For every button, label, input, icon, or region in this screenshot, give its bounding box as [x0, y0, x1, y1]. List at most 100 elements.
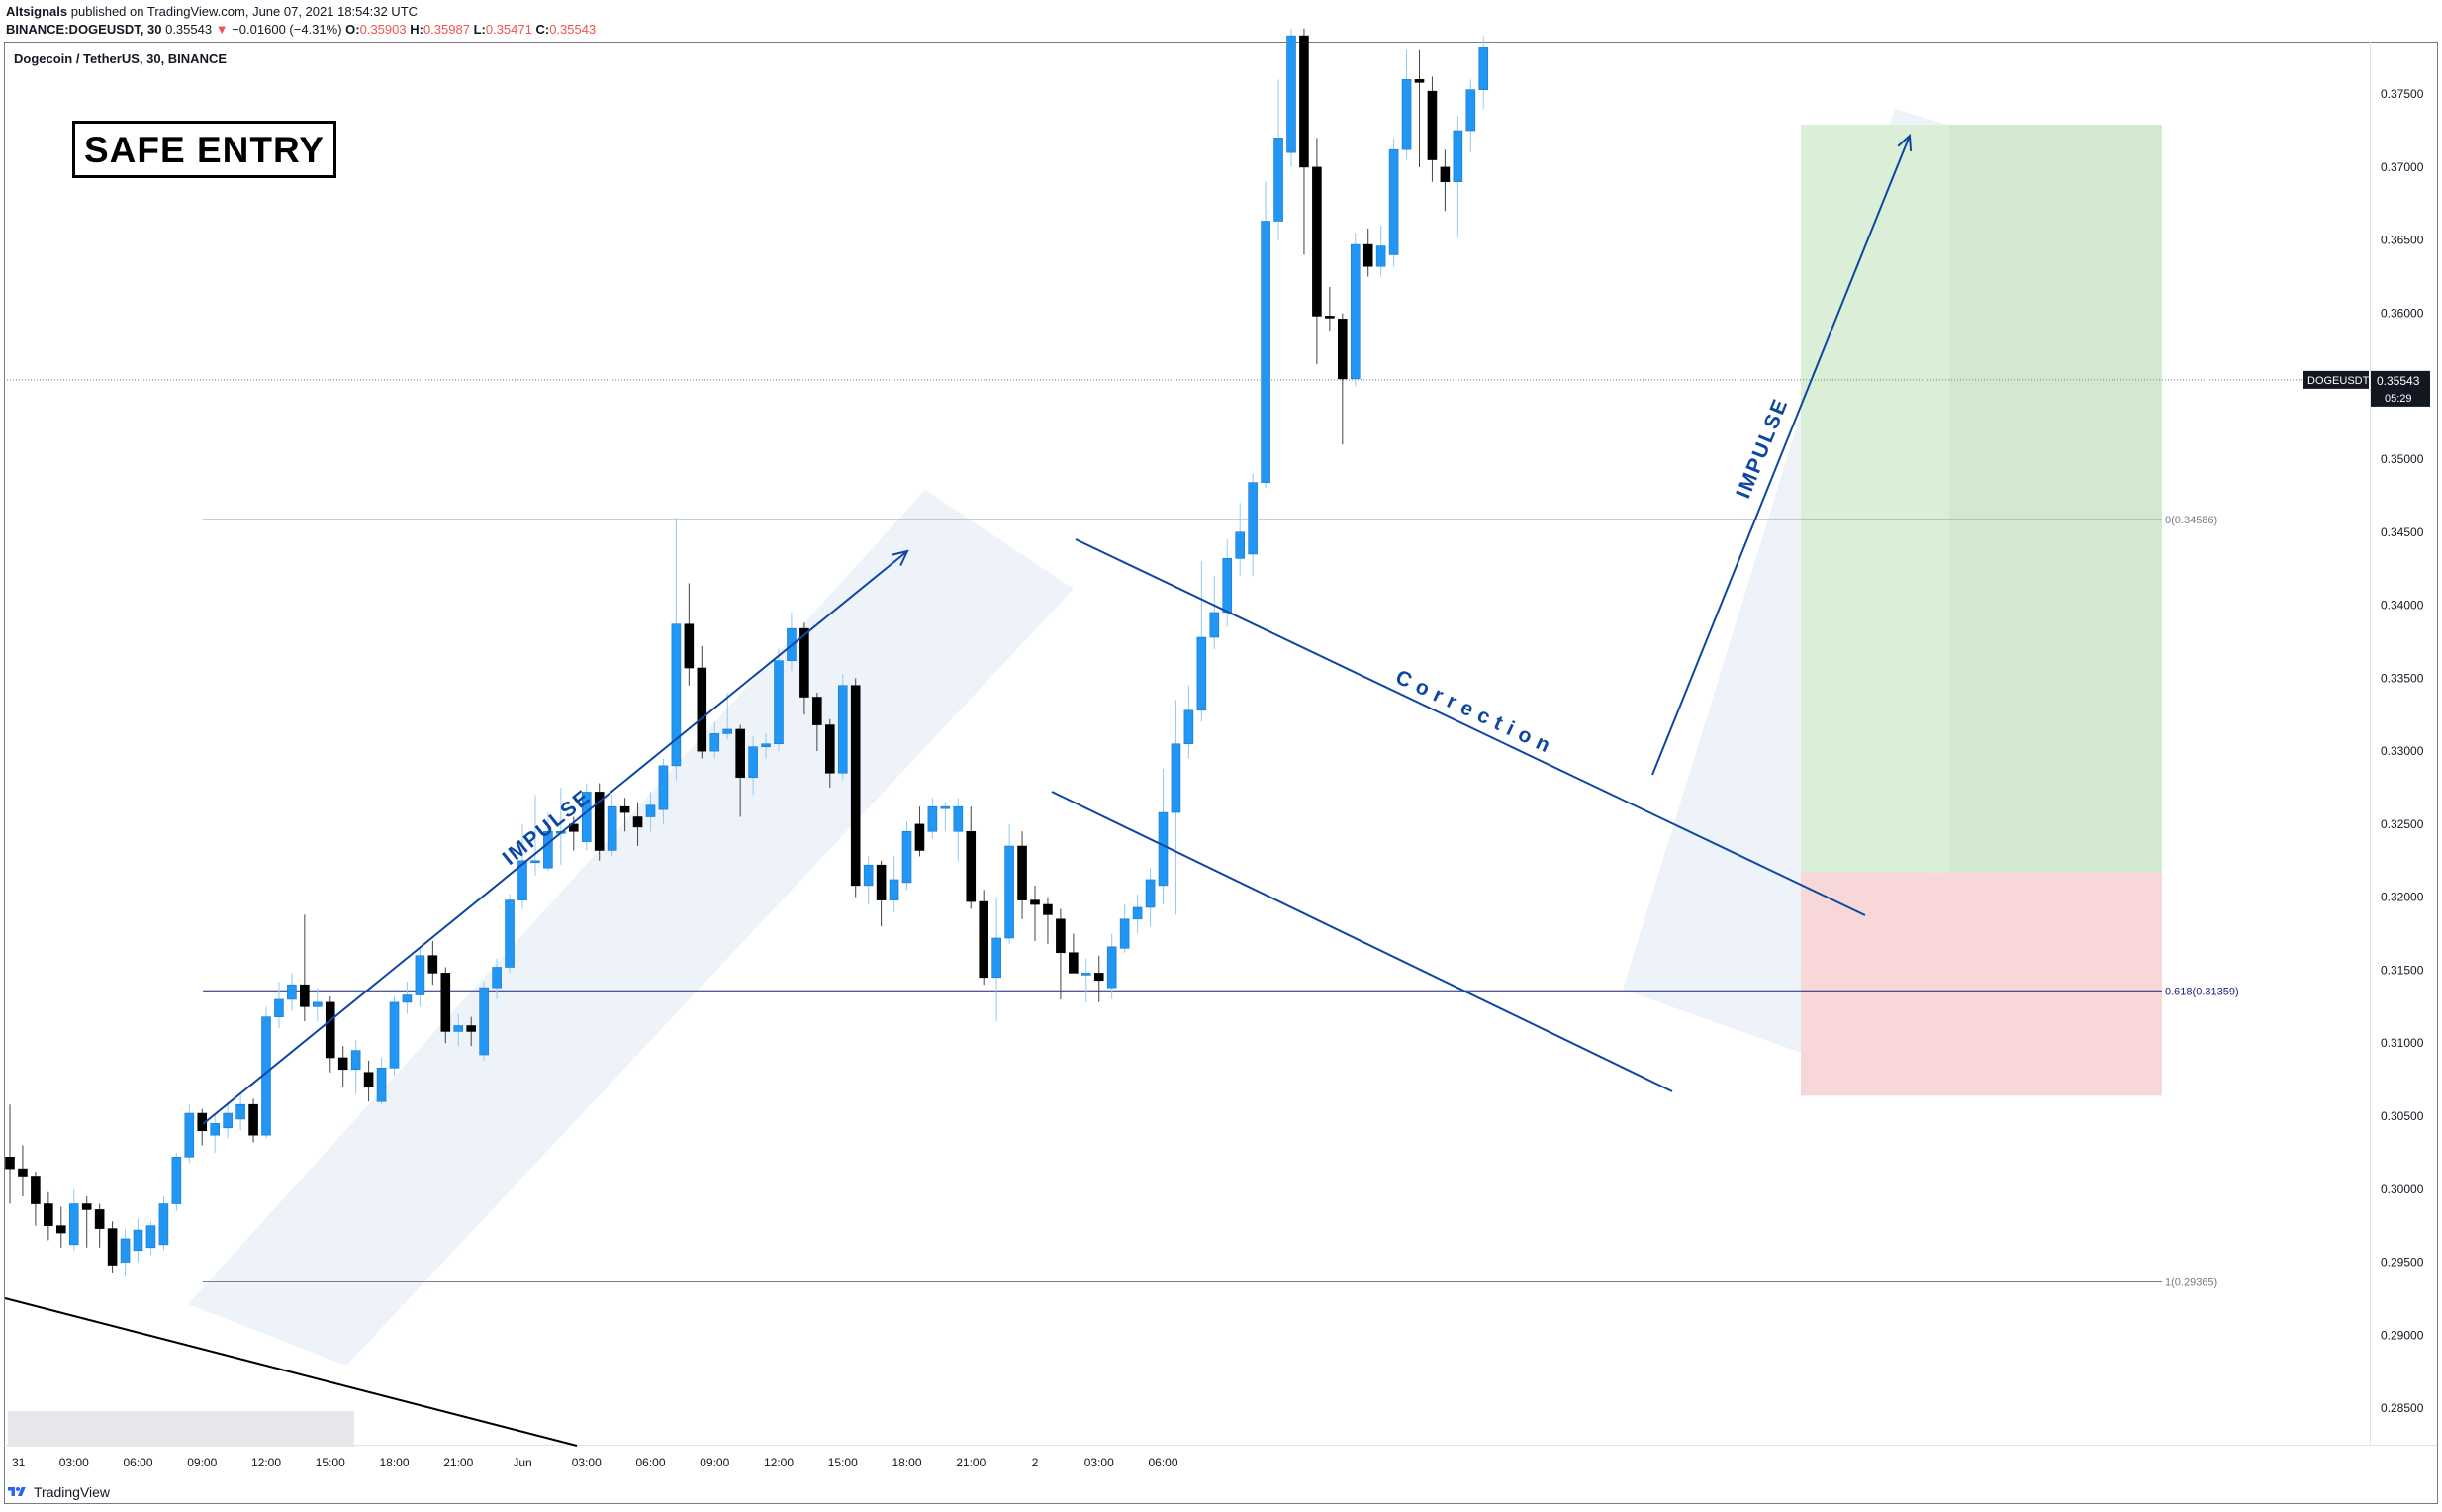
price-tick-label: 0.29500 — [2381, 1256, 2424, 1270]
candle — [1210, 613, 1219, 637]
candle — [6, 1157, 15, 1169]
price-tick-label: 0.30500 — [2381, 1109, 2424, 1123]
time-tick-label: 18:00 — [379, 1456, 409, 1469]
candle — [1018, 846, 1027, 900]
price-tick-label: 0.35000 — [2381, 452, 2424, 466]
candle — [1120, 919, 1129, 949]
time-tick-label: 18:00 — [892, 1456, 921, 1469]
tradingview-logo-icon — [6, 1485, 28, 1499]
candle — [82, 1204, 91, 1210]
footer-brand: TradingView — [34, 1484, 110, 1500]
candle — [364, 1073, 373, 1087]
candle — [890, 880, 898, 900]
time-tick-label: 03:00 — [572, 1456, 602, 1469]
correction-label: Correction — [1392, 666, 1559, 760]
price-tag-countdown: 05:29 — [2385, 393, 2412, 405]
impulse-channel-1 — [188, 490, 1074, 1366]
time-tick-label: 2 — [1032, 1456, 1039, 1469]
time-tick-label: 12:00 — [764, 1456, 794, 1469]
candle — [877, 865, 886, 899]
time-tick-label: 21:00 — [443, 1456, 473, 1469]
price-tick-label: 0.33000 — [2381, 744, 2424, 758]
candle — [1287, 36, 1296, 152]
candle — [928, 806, 937, 831]
price-tick-label: 0.32000 — [2381, 891, 2424, 904]
candle — [736, 729, 745, 778]
candle — [1441, 167, 1450, 182]
candle — [506, 900, 515, 968]
candle — [1081, 973, 1090, 975]
candle — [672, 624, 681, 766]
candle — [992, 938, 1001, 978]
candle — [1415, 79, 1424, 82]
price-tick-label: 0.37500 — [2381, 87, 2424, 101]
candle — [1159, 812, 1168, 886]
candle — [812, 698, 821, 725]
candle — [530, 861, 539, 863]
candle — [441, 973, 450, 1031]
candle — [236, 1104, 245, 1119]
candle — [967, 831, 976, 901]
price-tick-label: 0.33500 — [2381, 671, 2424, 685]
price-tick-label: 0.28500 — [2381, 1401, 2424, 1415]
candle — [300, 985, 309, 1006]
price-chart[interactable]: 0(0.34586)0.618(0.31359)1(0.29365) IMPUL… — [0, 0, 2442, 1512]
candle — [287, 985, 296, 999]
candle — [403, 995, 412, 1002]
candle — [825, 725, 834, 774]
price-tick-label: 0.31500 — [2381, 963, 2424, 977]
candle — [633, 817, 642, 827]
candle — [1094, 973, 1103, 980]
candle — [493, 967, 502, 988]
candle — [69, 1204, 78, 1245]
time-tick-label: 15:00 — [316, 1456, 345, 1469]
price-tick-label: 0.34000 — [2381, 599, 2424, 613]
candle — [1466, 90, 1475, 131]
price-tag-value: 0.35543 — [2377, 374, 2420, 388]
candle — [454, 1026, 463, 1032]
candle — [18, 1169, 27, 1176]
candle — [351, 1051, 360, 1070]
price-tick-label: 0.30000 — [2381, 1182, 2424, 1196]
fib-level-label: 1(0.29365) — [2165, 1276, 2217, 1288]
candle — [620, 806, 629, 812]
candle — [1363, 244, 1372, 266]
price-tick-label: 0.36500 — [2381, 234, 2424, 247]
candle — [1402, 79, 1411, 149]
candle — [1031, 900, 1040, 904]
candle — [338, 1058, 347, 1070]
time-tick-label: 06:00 — [1148, 1456, 1177, 1469]
candle — [121, 1239, 130, 1263]
price-tick-label: 0.32500 — [2381, 817, 2424, 831]
candle — [1376, 246, 1385, 267]
candle — [1479, 47, 1488, 90]
candle — [698, 668, 706, 751]
time-tick-label: 09:00 — [700, 1456, 729, 1469]
candle — [467, 1026, 476, 1032]
candle — [1069, 953, 1078, 974]
price-tick-label: 0.37000 — [2381, 160, 2424, 174]
candle — [608, 806, 616, 850]
take-profit-zone-inner — [1949, 125, 2162, 872]
candle — [1454, 131, 1462, 182]
candle — [108, 1229, 117, 1266]
time-tick-label: 06:00 — [635, 1456, 665, 1469]
candle — [159, 1204, 168, 1245]
candle — [313, 1002, 322, 1006]
candle — [249, 1104, 258, 1135]
price-range-shade — [8, 1411, 354, 1447]
candle — [799, 628, 808, 697]
candle — [1107, 947, 1116, 988]
candle — [95, 1209, 104, 1228]
candle — [44, 1204, 52, 1226]
candle — [1133, 907, 1142, 919]
time-tick-label: 12:00 — [251, 1456, 281, 1469]
time-tick-label: 21:00 — [956, 1456, 986, 1469]
candle — [1236, 532, 1245, 559]
candle — [659, 766, 668, 809]
candle — [710, 733, 719, 751]
candle — [864, 865, 873, 886]
footer: TradingView — [6, 1484, 110, 1500]
price-tick-label: 0.29000 — [2381, 1328, 2424, 1342]
candle — [749, 747, 758, 778]
